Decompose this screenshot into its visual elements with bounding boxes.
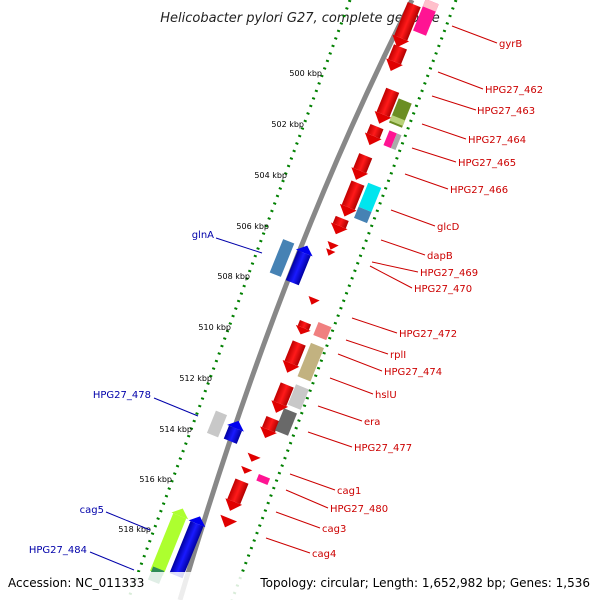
label-HPG27_472[interactable]: HPG27_472 <box>399 329 457 340</box>
gene-HPG27_463[interactable] <box>371 87 401 127</box>
label-HPG27_480[interactable]: HPG27_480 <box>330 504 388 515</box>
gene-cag5-partner[interactable] <box>168 513 209 579</box>
gene-HPG27_477[interactable] <box>257 415 282 441</box>
gene-HPG27_477-partner[interactable] <box>275 408 297 436</box>
gene-glcD[interactable] <box>336 180 366 220</box>
label-HPG27_477[interactable]: HPG27_477 <box>354 443 412 454</box>
gene-hslU[interactable] <box>297 342 324 382</box>
gene-HPG27_478-partner[interactable] <box>222 418 247 445</box>
tick-label-512: 512 kbp <box>179 374 212 383</box>
label-cag5[interactable]: cag5 <box>80 505 104 516</box>
reverse-strand-genes[interactable] <box>147 239 316 584</box>
label-HPG27_474[interactable]: HPG27_474 <box>384 367 442 378</box>
gene-HPG27_480-partner[interactable] <box>256 474 271 486</box>
label-HPG27_462[interactable]: HPG27_462 <box>485 85 543 96</box>
gene-HPG27_465-partner[interactable] <box>383 130 402 151</box>
gene-HPG27_472-body[interactable] <box>293 319 313 337</box>
tick-label-502: 502 kbp <box>271 120 304 129</box>
label-cag4[interactable]: cag4 <box>312 549 336 560</box>
label-HPG27_470[interactable]: HPG27_470 <box>414 284 472 295</box>
footer-background <box>0 572 600 600</box>
right-label-texts: gyrB HPG27_462 HPG27_463 HPG27_464 HPG27… <box>312 39 543 560</box>
tick-label-504: 504 kbp <box>254 171 287 180</box>
kbp-ticks: 500 kbp 502 kbp 504 kbp 506 kbp 508 kbp … <box>118 69 322 534</box>
tick-label-508: 508 kbp <box>217 272 250 281</box>
gene-HPG27_469[interactable] <box>325 240 339 252</box>
label-HPG27_484[interactable]: HPG27_484 <box>29 545 87 556</box>
label-HPG27_463[interactable]: HPG27_463 <box>477 106 535 117</box>
gene-glcD-partner[interactable] <box>354 182 382 224</box>
gene-dapB[interactable] <box>328 215 351 238</box>
gene-cag4[interactable] <box>217 514 238 531</box>
label-HPG27_465[interactable]: HPG27_465 <box>458 158 516 169</box>
gene-HPG27_470[interactable] <box>324 248 336 257</box>
tick-label-514: 514 kbp <box>159 425 192 434</box>
tick-label-510: 510 kbp <box>198 323 231 332</box>
gene-gyrB-partner[interactable] <box>413 0 439 36</box>
tick-label-500: 500 kbp <box>289 69 322 78</box>
forward-strand-genes[interactable] <box>217 0 439 531</box>
gene-HPG27_464[interactable] <box>389 98 412 128</box>
gene-glnA[interactable] <box>269 239 295 277</box>
label-dapB[interactable]: dapB <box>427 251 453 262</box>
label-HPG27_466[interactable]: HPG27_466 <box>450 185 508 196</box>
label-glcD[interactable]: glcD <box>437 222 460 233</box>
label-gyrB[interactable]: gyrB <box>499 39 522 50</box>
accession-text: Accession: NC_011333 <box>8 576 144 590</box>
label-HPG27_464[interactable]: HPG27_464 <box>468 135 526 146</box>
tick-label-506: 506 kbp <box>236 222 269 231</box>
gene-era[interactable] <box>268 382 296 417</box>
label-cag1[interactable]: cag1 <box>337 486 361 497</box>
gene-HPG27_474[interactable] <box>279 340 308 376</box>
topology-text: Topology: circular; Length: 1,652,982 bp… <box>259 576 590 590</box>
gene-rplI[interactable] <box>313 321 332 341</box>
gene-HPG27_478[interactable] <box>206 410 228 438</box>
label-HPG27_469[interactable]: HPG27_469 <box>420 268 478 279</box>
gene-HPG27_465[interactable] <box>361 123 385 148</box>
gene-HPG27_462[interactable] <box>382 44 408 75</box>
label-rplI[interactable]: rplI <box>390 350 406 361</box>
label-glnA[interactable]: glnA <box>192 230 214 241</box>
label-era[interactable]: era <box>364 417 380 428</box>
right-labels <box>265 25 498 554</box>
gene-era-partner[interactable] <box>287 384 309 410</box>
gene-HPG27_466[interactable] <box>348 152 374 183</box>
left-labels <box>89 237 263 571</box>
tick-label-518: 518 kbp <box>118 525 151 534</box>
gene-glnA-partner[interactable] <box>284 242 316 286</box>
gene-HPG27_472[interactable] <box>306 295 320 307</box>
gene-cag5[interactable] <box>148 505 191 577</box>
map-title: Helicobacter pylori G27, complete genome <box>160 11 439 26</box>
label-HPG27_478[interactable]: HPG27_478 <box>93 390 151 401</box>
tick-guides <box>126 0 458 600</box>
gene-cag1[interactable] <box>245 452 261 465</box>
label-hslU[interactable]: hslU <box>375 390 397 401</box>
label-cag3[interactable]: cag3 <box>322 524 346 535</box>
tick-label-516: 516 kbp <box>139 475 172 484</box>
gene-cag3[interactable] <box>222 478 251 514</box>
gene-gyrB[interactable] <box>389 1 423 50</box>
gene-HPG27_480[interactable] <box>239 465 253 476</box>
outer-dotted-guide <box>230 0 458 600</box>
left-label-texts: glnA HPG27_478 cag5 HPG27_484 <box>29 230 214 556</box>
